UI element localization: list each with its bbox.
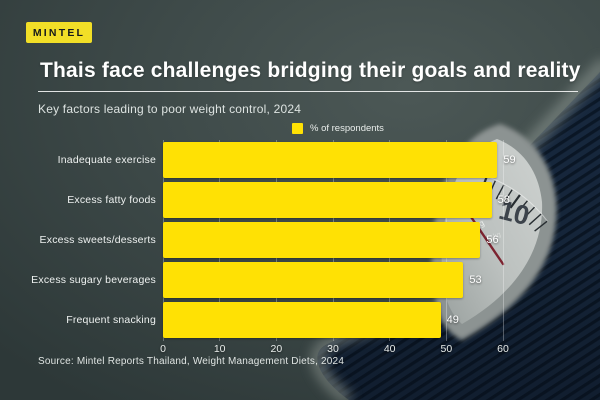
bar-row: Excess sugary beverages 53 [0,262,600,298]
source-note: Source: Mintel Reports Thailand, Weight … [38,356,345,367]
value-label: 53 [469,274,482,286]
category-label: Excess sweets/desserts [39,234,156,246]
value-label: 56 [486,234,499,246]
dial-number: 10 [496,195,532,231]
x-axis-tick-label: 60 [497,343,509,355]
chart-subtitle: Key factors leading to poor weight contr… [38,102,302,116]
category-label: Excess sugary beverages [31,274,156,286]
gridline [502,140,504,341]
legend-label: % of respondents [310,123,384,134]
value-label: 58 [497,194,510,206]
dial-needle [465,209,505,266]
value-label: 59 [503,154,516,166]
x-axis-tick-label: 40 [383,343,396,355]
mintel-logo-text: MINTEL [32,26,86,39]
value-label: 49 [446,314,459,326]
bar-excess-fatty-foods[interactable] [163,182,492,218]
bar-row: Excess fatty foods 58 [0,182,600,218]
category-label: Frequent snacking [66,314,156,326]
mintel-logo: MINTEL [26,22,92,43]
bar-excess-sugary-beverages[interactable] [163,262,464,298]
x-axis-tick-label: 10 [213,343,226,355]
bar-row: Inadequate exercise 59 [0,142,600,178]
title-divider [38,91,578,92]
category-label: Inadequate exercise [57,154,156,166]
x-axis-tick-label: 30 [327,343,339,355]
legend: % of respondents [292,123,384,134]
x-axis-tick-label: 50 [440,343,453,355]
bar-frequent-snacking[interactable] [163,302,441,338]
bar-row: Frequent snacking 49 [0,302,600,338]
bar-excess-sweets-desserts[interactable] [163,222,481,258]
dial-label-1kg: 1kg [489,231,502,242]
bar-row: Excess sweets/desserts 56 [0,222,600,258]
legend-swatch [292,123,303,134]
x-axis-tick-label: 20 [270,343,283,355]
category-label: Excess fatty foods [67,194,156,206]
x-axis-tick-label: 0 [160,343,166,355]
bar-inadequate-exercise[interactable] [163,142,498,178]
page-title: Thais face challenges bridging their goa… [40,59,581,82]
